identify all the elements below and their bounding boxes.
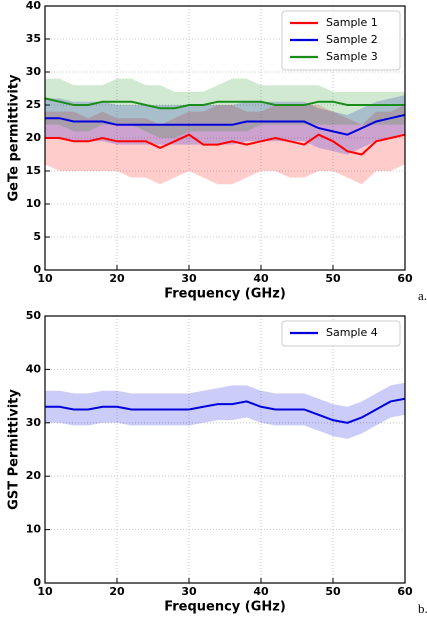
x-tick-label: 20: [109, 585, 125, 598]
y-tick-label: 10: [26, 197, 42, 210]
legend-box: [281, 320, 401, 347]
error-band: [45, 78, 405, 138]
error-band: [45, 382, 405, 439]
legend-label: Sample 2: [326, 33, 378, 46]
x-tick-label: 30: [181, 272, 197, 285]
y-axis-label: GST Permittivity: [7, 389, 22, 510]
series-line: [44, 97, 405, 110]
series-line: [45, 397, 406, 424]
y-tick-label: 50: [26, 309, 42, 322]
y-tick-label: 0: [33, 576, 41, 589]
x-tick-label: 60: [397, 272, 413, 285]
x-tick-label: 60: [397, 585, 413, 598]
y-axis-label: GeTe permittivity: [7, 74, 22, 202]
x-tick-label: 50: [325, 272, 341, 285]
plot-frame: [44, 315, 406, 584]
series-line: [45, 113, 406, 136]
y-tick-label: 25: [26, 98, 41, 111]
x-tick-label: 10: [37, 585, 53, 598]
x-tick-label: 20: [109, 272, 125, 285]
y-tick-label: 30: [26, 65, 42, 78]
y-tick-label: 30: [26, 416, 42, 429]
y-tick-label: 40: [26, 0, 42, 12]
legend-label: Sample 3: [326, 50, 378, 63]
legend-label: Sample 4: [326, 326, 378, 339]
series-line: [45, 133, 406, 156]
y-tick-label: 10: [26, 523, 42, 536]
x-tick-label: 40: [253, 272, 269, 285]
y-tick-label: 20: [26, 131, 42, 144]
y-tick-label: 5: [33, 230, 41, 243]
y-tick-label: 20: [26, 469, 42, 482]
x-tick-label: 40: [253, 585, 269, 598]
plot-frame: [44, 5, 406, 271]
y-tick-label: 15: [26, 164, 41, 177]
legend-box: [281, 10, 401, 71]
y-tick-label: 35: [26, 32, 41, 45]
x-tick-label: 10: [37, 272, 53, 285]
x-tick-label: 30: [181, 585, 197, 598]
y-tick-label: 0: [33, 263, 41, 276]
x-axis-label: Frequency (GHz): [164, 600, 286, 615]
legend-label: Sample 1: [326, 16, 378, 29]
x-tick-label: 50: [325, 585, 341, 598]
y-tick-label: 40: [26, 362, 42, 375]
x-axis-label: Frequency (GHz): [164, 287, 286, 302]
panel-label: b.: [418, 601, 427, 616]
panel-label: a.: [418, 288, 427, 303]
